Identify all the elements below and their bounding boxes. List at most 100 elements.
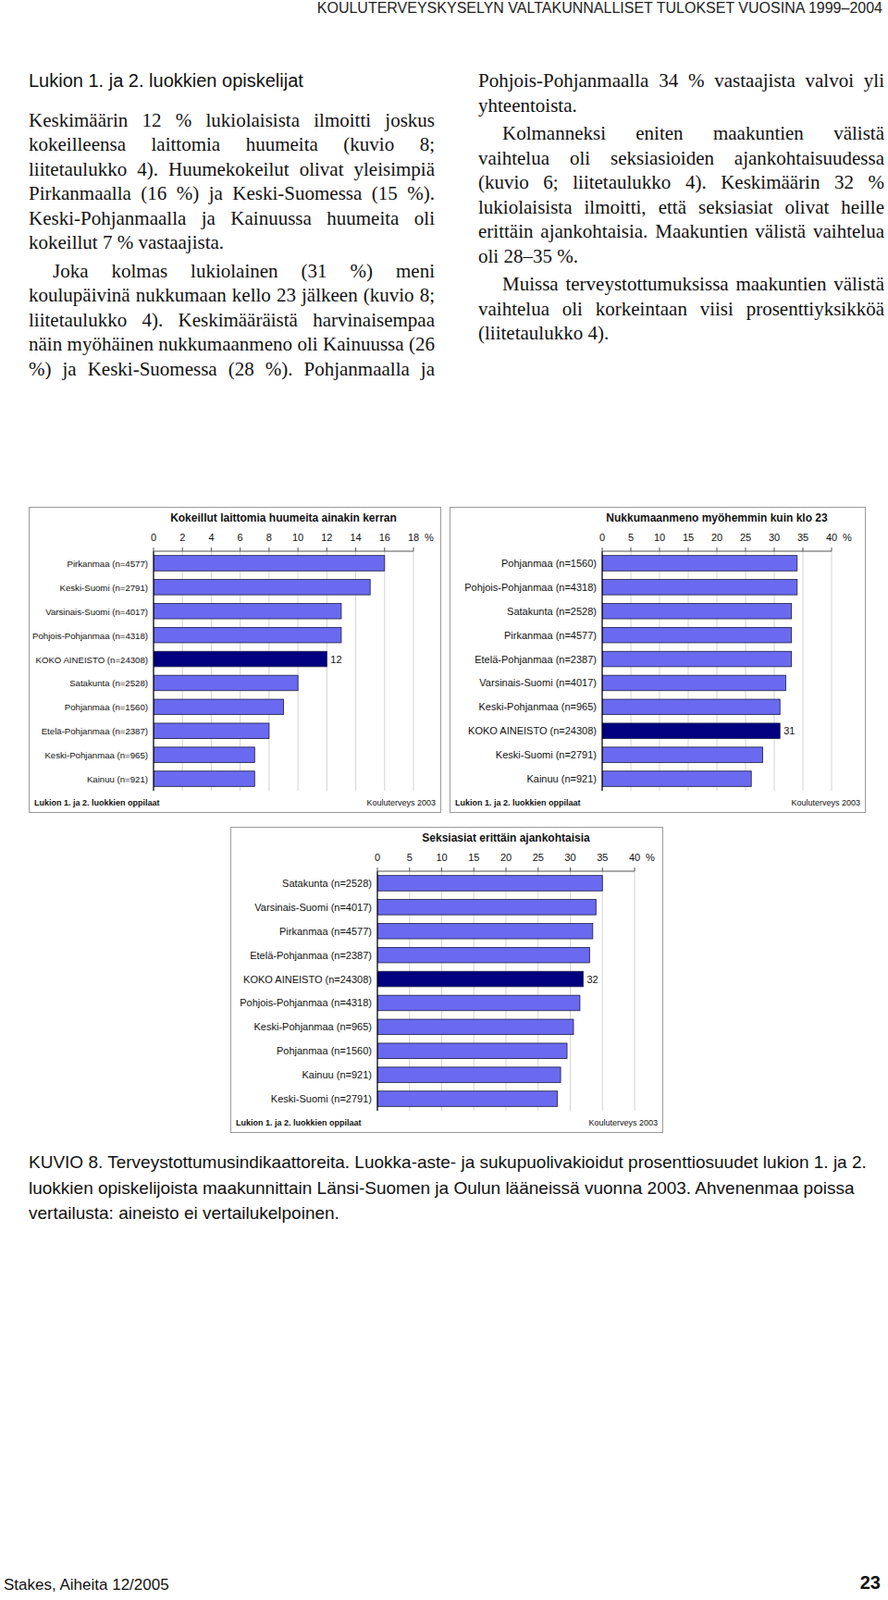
paragraph: Muissa terveystottumuksissa maakuntien v… [478,271,885,346]
category-label: Pohjois-Pohjanmaa (n=4318) [239,997,372,1009]
bar [602,771,752,788]
bar [602,747,764,764]
tick-mark [153,547,155,552]
bar [153,603,342,619]
tick-mark [634,867,636,872]
tick-mark [413,547,415,552]
tick-label: 6 [237,531,244,543]
chart-footnote: Lukion 1. ja 2. luokkien oppilaat [34,798,161,808]
category-label: Pirkanmaa (n=4577) [504,629,597,642]
bar [602,699,780,716]
category-label: Pohjanmaa (n=1560) [276,1045,372,1057]
category-label: Varsinais-Suomi (n=4017) [45,606,148,617]
page-number: 23 [860,1572,881,1594]
tick-mark [802,547,804,552]
tick-label: 35 [596,851,608,864]
tick-mark [630,547,632,552]
category-label: KOKO AINEISTO (n=24308) [243,974,372,986]
grid-line [377,871,379,1111]
bar [602,675,786,691]
category-label: Keski-Pohjanmaa (n=965) [254,1021,373,1033]
axis-line [152,551,154,791]
tick-mark [473,867,475,872]
bars [602,555,798,788]
bar [377,1019,574,1036]
section-heading: Lukion 1. ja 2. luokkien opiskelijat [28,68,435,94]
category-label: Etelä-Pohjanmaa (n=2387) [474,653,597,666]
bar [377,995,580,1012]
tick-mark [239,547,241,552]
tick-label: 8 [266,531,272,543]
tick-mark [182,547,184,552]
data-label: 32 [586,974,598,986]
bars [377,875,603,1108]
category-label: Etelä-Pohjanmaa (n=2387) [249,949,372,962]
tick-label: 40 [629,851,641,864]
bar [377,947,590,963]
tick-mark [210,547,212,552]
bar [377,875,603,892]
tick-mark [441,867,443,872]
tick-label: 0 [150,531,157,543]
tick-mark [355,547,357,552]
tick-label: 4 [208,531,214,543]
category-label: Varsinais-Suomi (n=4017) [479,677,597,689]
grid-line [602,551,604,791]
axis-unit: % [645,851,655,864]
category-label: Etelä-Pohjanmaa (n=2387) [41,726,148,737]
category-label: Kainuu (n=921) [301,1069,372,1081]
tick-label: 2 [179,531,185,543]
tick-mark [602,867,604,872]
axis-line [153,551,414,553]
bar [153,555,385,572]
bar [153,723,270,740]
tick-label: 18 [407,531,420,543]
tick-label: 16 [379,531,391,543]
page-header: KOULUTERVEYSKYSELYN VALTAKUNNALLISET TUL… [317,0,883,17]
category-label: Keski-Suomi (n=2791) [60,582,149,593]
tick-mark [268,547,270,552]
grid-line [634,871,636,1111]
chart-title: Nukkumaanmeno myöhemmin kuin klo 23 [605,511,828,525]
bar-chart: Seksiasiat erittäin ajankohtaisia0510152… [230,826,664,1134]
tick-label: 14 [349,531,361,543]
tick-mark [505,867,507,872]
bar [377,923,593,939]
chart-frame [450,507,866,814]
category-label: Satakunta (n=2528) [282,877,372,889]
category-label: Pohjois-Pohjanmaa (n=4318) [464,581,597,593]
category-label: Varsinais-Suomi (n=4017) [254,901,372,913]
grid-line [413,551,415,791]
paragraph: Keskimäärin 12 % lukiolaisista ilmoitti … [28,108,435,256]
bar [377,971,583,987]
tick-label: 5 [407,851,413,864]
bar [153,699,284,716]
bar [153,651,327,667]
bar [377,1043,568,1060]
bar [377,1091,558,1108]
tick-mark [659,547,661,552]
bar-chart: Kokeillut laittomia huumeita ainakin ker… [28,506,442,814]
grid-line [802,551,804,791]
tick-mark [297,547,299,552]
tick-label: 15 [468,851,480,864]
bar [377,900,596,916]
bar [602,723,780,740]
bar [153,771,255,788]
category-label: Kainuu (n=921) [86,774,148,785]
tick-mark [326,547,328,552]
tick-mark [537,867,539,872]
tick-mark [688,547,690,552]
category-label: Pohjanmaa (n=1560) [64,702,148,713]
category-label: Pohjanmaa (n=1560) [501,557,597,569]
tick-label: 15 [682,531,694,543]
data-label: 31 [783,725,795,737]
category-label: Keski-Suomi (n=2791) [271,1093,372,1105]
bar [377,1067,561,1084]
category-label: KOKO AINEISTO (n=24308) [35,654,148,666]
category-label: Kainuu (n=921) [526,773,597,785]
data-label: 12 [330,653,342,666]
tick-label: 10 [653,531,666,543]
tick-label: 20 [500,851,512,864]
tick-label: 0 [599,531,605,543]
